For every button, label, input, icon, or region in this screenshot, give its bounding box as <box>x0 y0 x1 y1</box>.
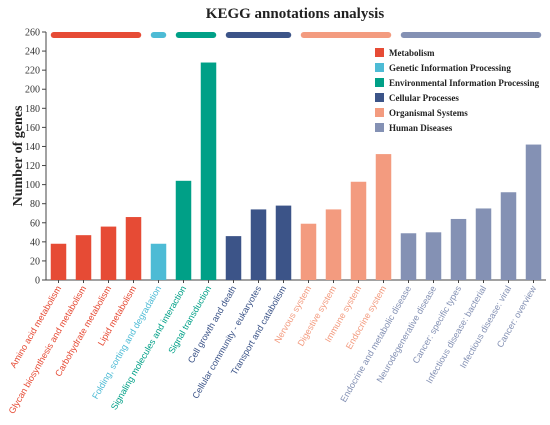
bar <box>425 232 442 280</box>
bar <box>125 217 142 280</box>
bar <box>350 181 367 280</box>
legend: Metabolism Genetic Information Processing… <box>375 48 540 133</box>
y-axis-label: Number of genes <box>11 105 26 206</box>
bar <box>50 243 67 280</box>
legend-swatch <box>375 78 384 87</box>
y-tick-label: 80 <box>30 199 40 210</box>
y-tick-label: 120 <box>25 161 40 172</box>
y-tick-label: 220 <box>25 66 40 77</box>
bar <box>175 180 192 280</box>
y-tick-label: 0 <box>35 276 40 287</box>
y-tick-label: 200 <box>25 85 40 96</box>
bar <box>300 223 317 280</box>
bar <box>325 209 342 280</box>
legend-entry: Organismal Systems <box>389 108 468 118</box>
y-tick-label: 240 <box>25 47 40 58</box>
legend-entry: Environmental Information Processing <box>389 78 540 88</box>
bar <box>150 243 167 280</box>
y-tick-label: 140 <box>25 142 40 153</box>
y-tick-label: 260 <box>25 28 40 39</box>
y-tick-label: 40 <box>30 237 40 248</box>
bar <box>75 235 92 280</box>
group-band <box>150 32 167 38</box>
bar <box>400 233 417 280</box>
y-tick-label: 100 <box>25 180 40 191</box>
legend-swatch <box>375 48 384 57</box>
y-tick-label: 180 <box>25 104 40 115</box>
legend-swatch <box>375 108 384 117</box>
legend-entry: Human Diseases <box>389 123 453 133</box>
bar <box>375 154 392 280</box>
group-bands <box>50 32 542 38</box>
bars <box>50 62 542 283</box>
legend-entry: Cellular Processes <box>389 93 459 103</box>
legend-entry: Genetic Information Processing <box>389 63 511 73</box>
group-band <box>400 32 542 38</box>
group-band <box>225 32 292 38</box>
legend-entry: Metabolism <box>389 48 435 58</box>
legend-swatch <box>375 63 384 72</box>
bar <box>450 218 467 280</box>
bar <box>200 62 217 281</box>
chart-title: KEGG annotations analysis <box>206 6 385 22</box>
bar <box>250 209 267 280</box>
bar <box>225 236 242 280</box>
bar <box>275 205 292 280</box>
y-tick-label: 60 <box>30 218 40 229</box>
group-band <box>175 32 217 38</box>
legend-swatch <box>375 123 384 132</box>
y-tick-label: 20 <box>30 256 40 267</box>
bar <box>100 226 117 280</box>
group-band <box>300 32 392 38</box>
bar <box>475 208 492 280</box>
legend-swatch <box>375 93 384 102</box>
y-tick-label: 160 <box>25 123 40 134</box>
bar <box>525 144 542 280</box>
bar <box>500 192 517 280</box>
group-band <box>50 32 142 38</box>
